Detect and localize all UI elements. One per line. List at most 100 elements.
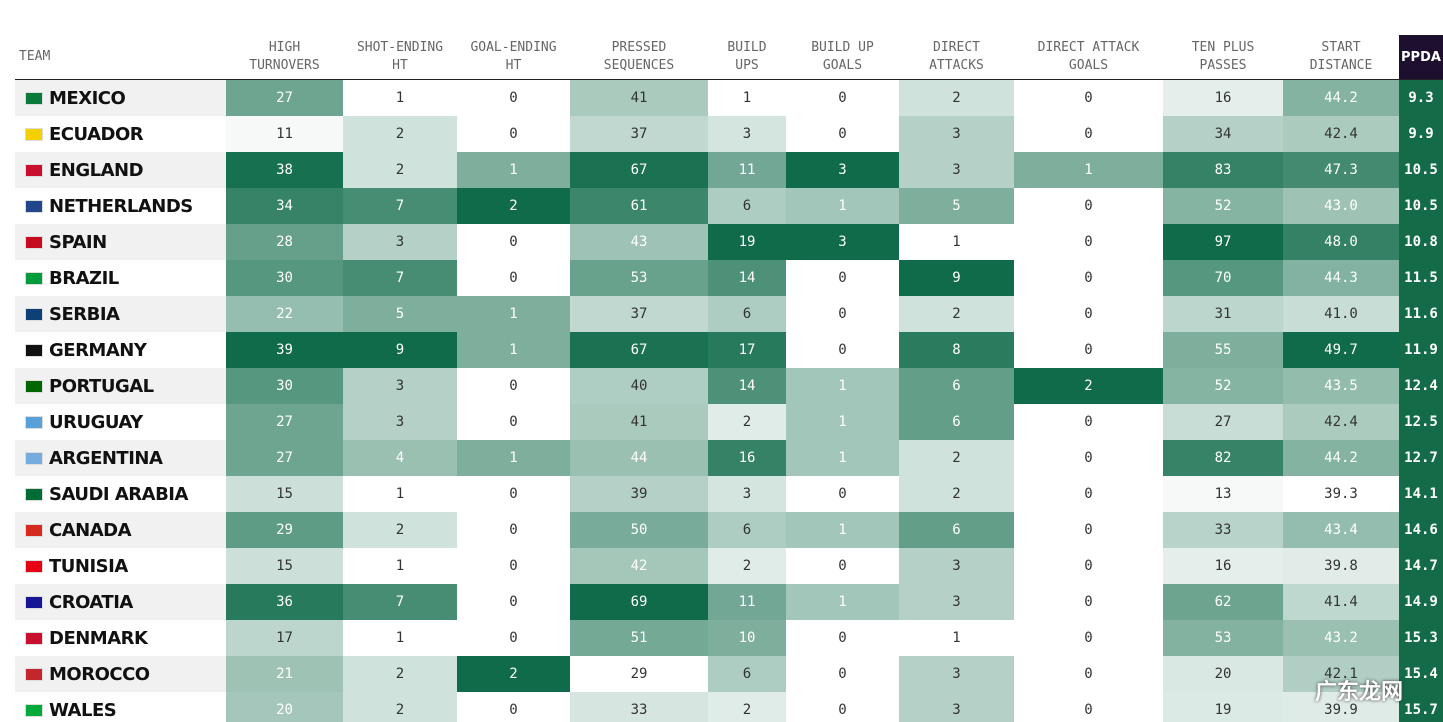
column-header[interactable]: DIRECT ATTACK GOALS xyxy=(1014,35,1163,80)
team-cell: MOROCCO xyxy=(15,656,226,692)
team-row: SERBIA 22 5 1 37 6 0 2 0 31 41.0 11.6 xyxy=(15,296,1443,332)
column-header[interactable]: HIGH TURNOVERS xyxy=(226,35,343,80)
stat-cell: 5 xyxy=(343,296,457,332)
team-row: CROATIA 36 7 0 69 11 1 3 0 62 41.4 14.9 xyxy=(15,584,1443,620)
team-row: SAUDI ARABIA 15 1 0 39 3 0 2 0 13 39.3 14.1 xyxy=(15,476,1443,512)
stat-cell: 43.4 xyxy=(1283,512,1399,548)
column-header[interactable]: SHOT-ENDING HT xyxy=(343,35,457,80)
team-row: WALES 20 2 0 33 2 0 3 0 19 39.9 15.7 xyxy=(15,692,1443,722)
stat-cell: 0 xyxy=(786,476,899,512)
stat-cell: 69 xyxy=(570,584,708,620)
team-cell: GERMANY xyxy=(15,332,226,368)
team-cell: SAUDI ARABIA xyxy=(15,476,226,512)
stat-cell: 0 xyxy=(1014,296,1163,332)
team-row: BRAZIL 30 7 0 53 14 0 9 0 70 44.3 11.5 xyxy=(15,260,1443,296)
column-header[interactable]: GOAL-ENDING HT xyxy=(457,35,570,80)
stat-cell: 2 xyxy=(343,152,457,188)
stat-cell: 67 xyxy=(570,332,708,368)
column-header[interactable]: BUILD UP GOALS xyxy=(786,35,899,80)
stat-cell: 0 xyxy=(457,584,570,620)
stat-cell: 42.1 xyxy=(1283,656,1399,692)
flag-icon xyxy=(25,163,43,177)
team-cell: MEXICO xyxy=(15,79,226,116)
stat-cell: 42 xyxy=(570,548,708,584)
stat-cell: 14 xyxy=(708,260,786,296)
column-header[interactable]: BUILD UPS xyxy=(708,35,786,80)
stat-cell: 6 xyxy=(899,404,1014,440)
stat-cell: 16 xyxy=(1163,548,1283,584)
stat-cell: 0 xyxy=(457,548,570,584)
team-cell: SERBIA xyxy=(15,296,226,332)
flag-icon xyxy=(25,91,43,105)
team-row: CANADA 29 2 0 50 6 1 6 0 33 43.4 14.6 xyxy=(15,512,1443,548)
stat-cell: 2 xyxy=(899,476,1014,512)
stat-cell: 0 xyxy=(786,548,899,584)
team-cell: CANADA xyxy=(15,512,226,548)
stat-cell: 0 xyxy=(457,620,570,656)
stat-cell: 43.0 xyxy=(1283,188,1399,224)
stat-cell: 3 xyxy=(786,224,899,260)
stat-cell: 42.4 xyxy=(1283,116,1399,152)
stat-cell: 15.7 xyxy=(1399,692,1443,722)
stat-cell: 9.3 xyxy=(1399,79,1443,116)
column-header[interactable]: PRESSED SEQUENCES xyxy=(570,35,708,80)
stat-cell: 0 xyxy=(457,512,570,548)
team-name: DENMARK xyxy=(49,627,148,649)
stat-cell: 10.8 xyxy=(1399,224,1443,260)
team-name: URUGUAY xyxy=(49,411,143,433)
column-header[interactable]: PPDA xyxy=(1399,35,1443,80)
stat-cell: 0 xyxy=(1014,512,1163,548)
stat-cell: 10.5 xyxy=(1399,188,1443,224)
column-header[interactable]: START DISTANCE xyxy=(1283,35,1399,80)
stat-cell: 47.3 xyxy=(1283,152,1399,188)
stat-cell: 1 xyxy=(457,440,570,476)
stat-cell: 22 xyxy=(226,296,343,332)
stat-cell: 44.3 xyxy=(1283,260,1399,296)
stat-cell: 52 xyxy=(1163,368,1283,404)
stat-cell: 3 xyxy=(899,152,1014,188)
stat-cell: 41 xyxy=(570,404,708,440)
stat-cell: 49.7 xyxy=(1283,332,1399,368)
team-row: PORTUGAL 30 3 0 40 14 1 6 2 52 43.5 12.4 xyxy=(15,368,1443,404)
stat-cell: 12.4 xyxy=(1399,368,1443,404)
stat-cell: 1 xyxy=(343,476,457,512)
team-name: SAUDI ARABIA xyxy=(49,483,188,505)
stat-cell: 10 xyxy=(708,620,786,656)
stat-cell: 30 xyxy=(226,260,343,296)
stat-cell: 53 xyxy=(1163,620,1283,656)
team-cell: ENGLAND xyxy=(15,152,226,188)
flag-icon xyxy=(25,523,43,537)
stat-cell: 6 xyxy=(708,656,786,692)
stat-cell: 1 xyxy=(457,152,570,188)
team-name: ECUADOR xyxy=(49,123,144,145)
team-row: ENGLAND 38 2 1 67 11 3 3 1 83 47.3 10.5 xyxy=(15,152,1443,188)
flag-icon xyxy=(25,127,43,141)
stat-cell: 42.4 xyxy=(1283,404,1399,440)
stat-cell: 1 xyxy=(343,79,457,116)
column-header[interactable]: TEN PLUS PASSES xyxy=(1163,35,1283,80)
team-name: ARGENTINA xyxy=(49,447,163,469)
stat-cell: 0 xyxy=(1014,548,1163,584)
stat-cell: 1 xyxy=(343,548,457,584)
stat-cell: 27 xyxy=(226,404,343,440)
stat-cell: 2 xyxy=(899,79,1014,116)
header-text: DISTANCE xyxy=(1309,58,1373,73)
team-name: SERBIA xyxy=(49,303,120,325)
column-header[interactable]: DIRECT ATTACKS xyxy=(899,35,1014,80)
header-text: ATTACKS xyxy=(929,58,984,73)
flag-icon xyxy=(25,559,43,573)
stat-cell: 2 xyxy=(708,692,786,722)
column-header[interactable]: TEAM xyxy=(15,35,226,80)
header-text: UPS xyxy=(735,58,759,73)
stat-cell: 0 xyxy=(1014,584,1163,620)
header-text: GOAL-ENDING xyxy=(470,40,557,55)
stat-cell: 5 xyxy=(899,188,1014,224)
stat-cell: 39 xyxy=(226,332,343,368)
stat-cell: 15 xyxy=(226,548,343,584)
team-row: TUNISIA 15 1 0 42 2 0 3 0 16 39.8 14.7 xyxy=(15,548,1443,584)
stat-cell: 21 xyxy=(226,656,343,692)
stat-cell: 0 xyxy=(457,79,570,116)
stat-cell: 2 xyxy=(343,656,457,692)
stat-cell: 39.8 xyxy=(1283,548,1399,584)
stat-cell: 0 xyxy=(786,116,899,152)
